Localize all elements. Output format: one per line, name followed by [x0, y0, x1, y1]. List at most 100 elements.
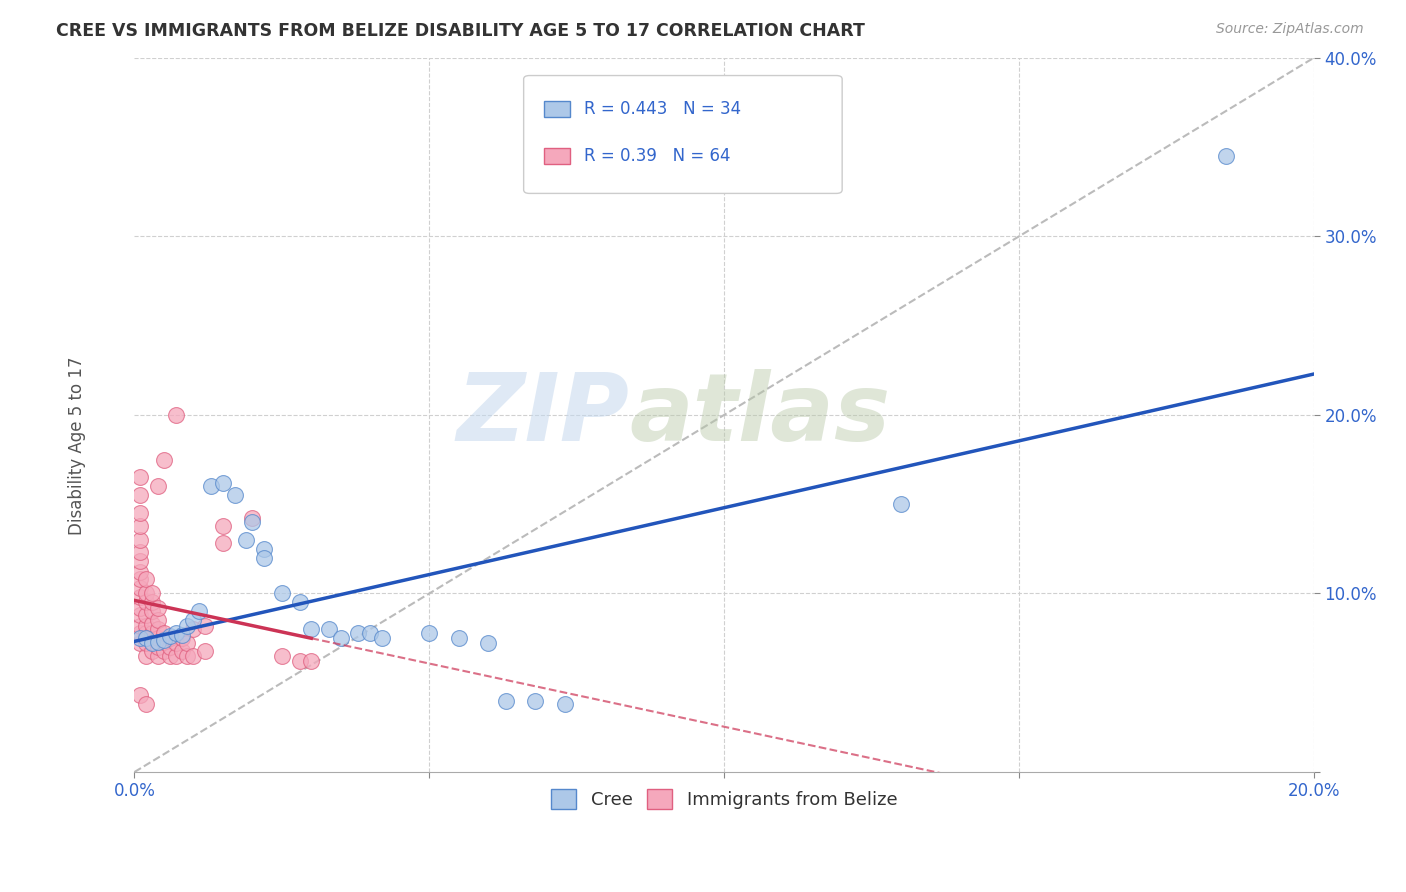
Point: [253, 550, 276, 565]
Text: Disability Age 5 to 17: Disability Age 5 to 17: [69, 357, 86, 535]
Point: [129, 565, 152, 579]
Point: [129, 545, 152, 559]
Point: [211, 536, 233, 550]
Point: [524, 693, 547, 707]
Point: [129, 688, 152, 702]
FancyBboxPatch shape: [544, 102, 569, 117]
Point: [359, 625, 381, 640]
Point: [159, 629, 181, 643]
Point: [141, 595, 163, 609]
Point: [146, 600, 169, 615]
Point: [153, 625, 176, 640]
Point: [135, 607, 157, 622]
Point: [371, 631, 394, 645]
Point: [141, 643, 163, 657]
Point: [418, 625, 440, 640]
Point: [146, 613, 169, 627]
Point: [129, 625, 152, 640]
Point: [141, 634, 163, 648]
Point: [159, 631, 181, 645]
Point: [153, 643, 176, 657]
Point: [188, 604, 211, 618]
Point: [135, 572, 157, 586]
Point: [318, 622, 340, 636]
Point: [129, 581, 152, 595]
Text: CREE VS IMMIGRANTS FROM BELIZE DISABILITY AGE 5 TO 17 CORRELATION CHART: CREE VS IMMIGRANTS FROM BELIZE DISABILIT…: [56, 22, 865, 40]
Point: [129, 533, 152, 547]
Point: [183, 648, 205, 663]
Point: [183, 622, 205, 636]
Point: [240, 515, 263, 529]
Point: [299, 622, 322, 636]
Point: [129, 488, 152, 502]
Point: [211, 475, 233, 490]
FancyBboxPatch shape: [544, 148, 569, 164]
Point: [129, 572, 152, 586]
Point: [176, 636, 198, 650]
Legend: Cree, Immigrants from Belize: Cree, Immigrants from Belize: [544, 781, 904, 817]
Text: atlas: atlas: [630, 369, 891, 461]
Point: [224, 488, 246, 502]
Point: [146, 634, 169, 648]
Point: [235, 533, 257, 547]
Point: [146, 648, 169, 663]
Point: [288, 595, 311, 609]
Point: [176, 648, 198, 663]
Point: [159, 640, 181, 654]
Point: [146, 631, 169, 645]
Point: [165, 648, 187, 663]
Point: [554, 697, 576, 711]
Point: [141, 625, 163, 640]
Point: [129, 470, 152, 484]
Point: [270, 648, 292, 663]
Point: [253, 541, 276, 556]
Point: [135, 636, 157, 650]
Point: [347, 625, 370, 640]
Point: [129, 518, 152, 533]
Point: [135, 618, 157, 632]
FancyBboxPatch shape: [523, 76, 842, 194]
Point: [135, 595, 157, 609]
Point: [129, 631, 152, 645]
Point: [194, 618, 217, 632]
Point: [200, 479, 222, 493]
Point: [146, 640, 169, 654]
Point: [270, 586, 292, 600]
Point: [146, 479, 169, 493]
Point: [329, 631, 352, 645]
Point: [129, 600, 152, 615]
Point: [211, 518, 233, 533]
Point: [183, 613, 205, 627]
Point: [890, 497, 912, 511]
Point: [170, 631, 193, 645]
Point: [129, 554, 152, 568]
Point: [153, 634, 176, 648]
Point: [141, 586, 163, 600]
Point: [141, 604, 163, 618]
Point: [288, 654, 311, 668]
Point: [141, 636, 163, 650]
Point: [159, 648, 181, 663]
Point: [447, 631, 470, 645]
Text: Source: ZipAtlas.com: Source: ZipAtlas.com: [1216, 22, 1364, 37]
Text: ZIP: ZIP: [457, 369, 630, 461]
Point: [129, 636, 152, 650]
Point: [135, 697, 157, 711]
Point: [129, 506, 152, 520]
Point: [129, 618, 152, 632]
Point: [153, 632, 176, 647]
Point: [299, 654, 322, 668]
Point: [129, 590, 152, 604]
Point: [135, 625, 157, 640]
Point: [170, 643, 193, 657]
Text: R = 0.39   N = 64: R = 0.39 N = 64: [583, 147, 730, 165]
Point: [477, 636, 499, 650]
Text: R = 0.443   N = 34: R = 0.443 N = 34: [583, 100, 741, 118]
Point: [240, 511, 263, 525]
Point: [135, 586, 157, 600]
Point: [176, 618, 198, 632]
Point: [165, 408, 187, 422]
Point: [153, 452, 176, 467]
Point: [495, 693, 517, 707]
Point: [165, 625, 187, 640]
